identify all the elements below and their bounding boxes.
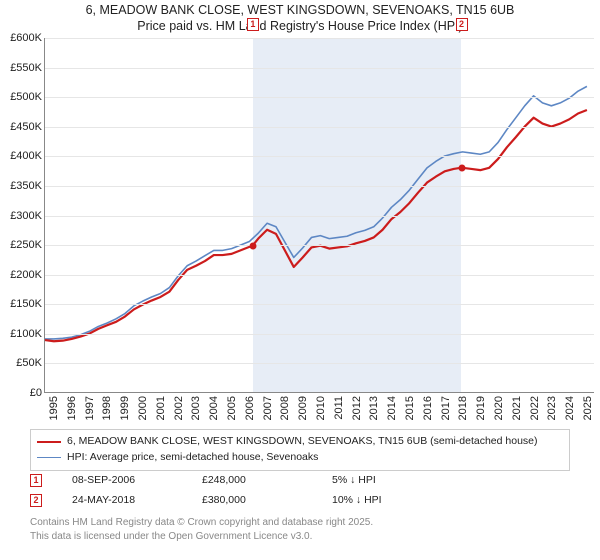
plot-area: 12 bbox=[44, 38, 594, 393]
y-axis-label: £550K bbox=[2, 62, 42, 74]
x-axis-label: 2024 bbox=[564, 396, 576, 420]
footnote-line-1: Contains HM Land Registry data © Crown c… bbox=[30, 516, 373, 530]
y-axis-label: £300K bbox=[2, 210, 42, 222]
marker-dot-1 bbox=[249, 243, 256, 250]
gridline-h bbox=[45, 216, 594, 217]
transaction-table: 1 08-SEP-2006 £248,000 5% ↓ HPI 2 24-MAY-2018… bbox=[30, 470, 452, 510]
x-axis-label: 2012 bbox=[351, 396, 363, 420]
gridline-h bbox=[45, 156, 594, 157]
x-axis-label: 2015 bbox=[404, 396, 416, 420]
x-axis-label: 2011 bbox=[333, 396, 345, 420]
y-axis-label: £350K bbox=[2, 180, 42, 192]
x-axis-label: 2004 bbox=[208, 396, 220, 420]
transaction-pct: 10% ↓ HPI bbox=[332, 494, 452, 506]
legend: 6, MEADOW BANK CLOSE, WEST KINGSDOWN, SE… bbox=[30, 429, 570, 471]
gridline-h bbox=[45, 127, 594, 128]
series-hpi bbox=[45, 86, 587, 339]
transaction-row: 2 24-MAY-2018 £380,000 10% ↓ HPI bbox=[30, 490, 452, 510]
x-axis-label: 2022 bbox=[529, 396, 541, 420]
x-axis-label: 2003 bbox=[190, 396, 202, 420]
x-axis-label: 2010 bbox=[315, 396, 327, 420]
y-axis-label: £600K bbox=[2, 32, 42, 44]
legend-label: HPI: Average price, semi-detached house,… bbox=[67, 450, 318, 466]
x-axis-label: 2021 bbox=[511, 396, 523, 420]
x-axis-label: 2019 bbox=[475, 396, 487, 420]
x-axis-label: 2013 bbox=[368, 396, 380, 420]
x-axis-label: 1996 bbox=[66, 396, 78, 420]
footnote-line-2: This data is licensed under the Open Gov… bbox=[30, 530, 373, 544]
y-axis-label: £400K bbox=[2, 150, 42, 162]
y-axis-label: £150K bbox=[2, 298, 42, 310]
transaction-marker: 2 bbox=[30, 494, 42, 507]
x-axis-label: 2005 bbox=[226, 396, 238, 420]
x-axis-label: 2006 bbox=[244, 396, 256, 420]
y-axis-label: £200K bbox=[2, 269, 42, 281]
gridline-h bbox=[45, 304, 594, 305]
x-axis-label: 2025 bbox=[582, 396, 594, 420]
x-axis-label: 2000 bbox=[137, 396, 149, 420]
y-axis-label: £0 bbox=[2, 387, 42, 399]
x-axis-label: 2008 bbox=[279, 396, 291, 420]
y-axis-label: £50K bbox=[2, 357, 42, 369]
transaction-price: £380,000 bbox=[202, 494, 302, 506]
transaction-pct: 5% ↓ HPI bbox=[332, 474, 452, 486]
title-line-1: 6, MEADOW BANK CLOSE, WEST KINGSDOWN, SE… bbox=[0, 2, 600, 18]
legend-row: 6, MEADOW BANK CLOSE, WEST KINGSDOWN, SE… bbox=[37, 434, 563, 450]
chart-container: 6, MEADOW BANK CLOSE, WEST KINGSDOWN, SE… bbox=[0, 0, 600, 560]
gridline-h bbox=[45, 363, 594, 364]
gridline-h bbox=[45, 68, 594, 69]
x-axis-label: 1995 bbox=[48, 396, 60, 420]
marker-box-1: 1 bbox=[247, 18, 259, 31]
y-axis-label: £500K bbox=[2, 91, 42, 103]
title-block: 6, MEADOW BANK CLOSE, WEST KINGSDOWN, SE… bbox=[0, 0, 600, 35]
footnote: Contains HM Land Registry data © Crown c… bbox=[30, 516, 373, 543]
series-price-paid bbox=[45, 110, 587, 341]
x-axis-label: 2018 bbox=[457, 396, 469, 420]
legend-row: HPI: Average price, semi-detached house,… bbox=[37, 450, 563, 466]
y-axis-label: £250K bbox=[2, 239, 42, 251]
transaction-date: 24-MAY-2018 bbox=[72, 494, 172, 506]
marker-dot-2 bbox=[458, 165, 465, 172]
transaction-row: 1 08-SEP-2006 £248,000 5% ↓ HPI bbox=[30, 470, 452, 490]
x-axis-label: 1997 bbox=[84, 396, 96, 420]
y-axis-label: £450K bbox=[2, 121, 42, 133]
gridline-h bbox=[45, 275, 594, 276]
legend-swatch bbox=[37, 441, 61, 443]
gridline-h bbox=[45, 186, 594, 187]
gridline-h bbox=[45, 245, 594, 246]
gridline-h bbox=[45, 334, 594, 335]
x-axis-label: 2017 bbox=[440, 396, 452, 420]
legend-swatch bbox=[37, 457, 61, 458]
x-axis-label: 1999 bbox=[119, 396, 131, 420]
x-axis-label: 2020 bbox=[493, 396, 505, 420]
y-axis-label: £100K bbox=[2, 328, 42, 340]
transaction-price: £248,000 bbox=[202, 474, 302, 486]
x-axis-label: 2016 bbox=[422, 396, 434, 420]
x-axis-label: 2007 bbox=[262, 396, 274, 420]
gridline-h bbox=[45, 38, 594, 39]
gridline-h bbox=[45, 97, 594, 98]
x-axis-label: 2001 bbox=[155, 396, 167, 420]
title-line-2: Price paid vs. HM Land Registry's House … bbox=[0, 18, 600, 34]
transaction-marker: 1 bbox=[30, 474, 42, 487]
x-axis-label: 2014 bbox=[386, 396, 398, 420]
marker-box-2: 2 bbox=[456, 18, 468, 31]
x-axis-label: 1998 bbox=[101, 396, 113, 420]
x-axis-label: 2002 bbox=[173, 396, 185, 420]
legend-label: 6, MEADOW BANK CLOSE, WEST KINGSDOWN, SE… bbox=[67, 434, 538, 450]
transaction-date: 08-SEP-2006 bbox=[72, 474, 172, 486]
x-axis-label: 2009 bbox=[297, 396, 309, 420]
x-axis-label: 2023 bbox=[546, 396, 558, 420]
chart-area: 12 £0 £50K £100K £150K £200K £250K £300K £350K £… bbox=[4, 38, 596, 418]
